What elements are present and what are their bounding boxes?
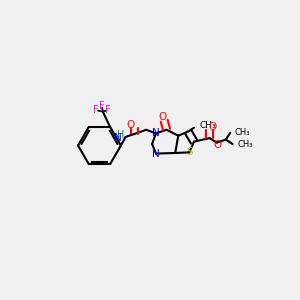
Text: N: N — [152, 128, 160, 138]
Text: CH₃: CH₃ — [235, 128, 250, 137]
Text: O: O — [127, 120, 135, 130]
Text: S: S — [186, 147, 193, 158]
Text: O: O — [208, 122, 217, 132]
Text: CH₃: CH₃ — [237, 140, 253, 148]
Text: N: N — [114, 133, 122, 143]
Text: H: H — [117, 130, 124, 140]
Text: F: F — [93, 105, 99, 115]
Text: F: F — [105, 105, 111, 115]
Text: N: N — [152, 148, 160, 159]
Text: F: F — [99, 100, 105, 111]
Text: O: O — [214, 140, 222, 150]
Text: O: O — [159, 112, 167, 122]
Text: CH₃: CH₃ — [199, 121, 216, 130]
